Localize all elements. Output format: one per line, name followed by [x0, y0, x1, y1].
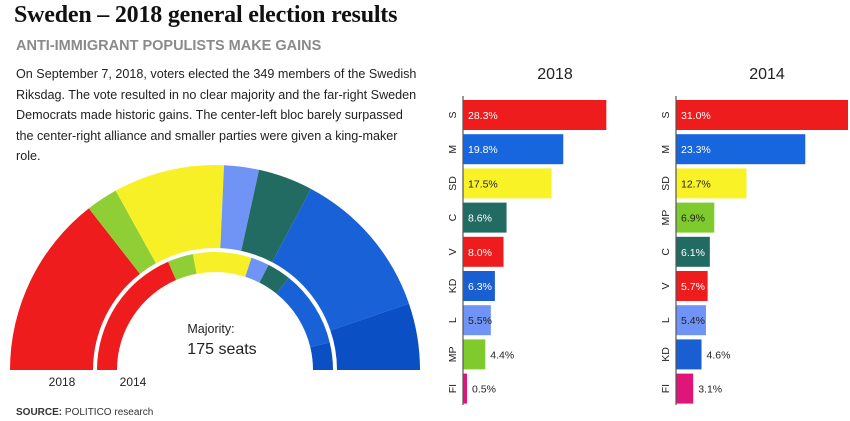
value-label-2018-v: 8.0%: [468, 247, 492, 259]
bar-2014-sd: [676, 168, 747, 199]
value-label-2018-fi: 0.5%: [472, 384, 496, 396]
bar-2018-fi: [463, 373, 467, 404]
category-label-2018-fi: FI: [447, 384, 459, 393]
value-label-2014-mp: 6.9%: [681, 213, 705, 225]
bar-2018-m: [463, 134, 564, 165]
value-label-2014-sd: 12.7%: [681, 178, 711, 190]
bar-2014-mp: [676, 202, 715, 233]
category-label-2014-sd: SD: [660, 176, 672, 191]
outer-ring-segment-s: [10, 208, 140, 370]
value-label-2018-l: 5.5%: [468, 315, 492, 327]
value-label-2018-s: 28.3%: [468, 110, 498, 122]
bar-2014-v: [676, 271, 708, 301]
value-label-2014-l: 5.4%: [681, 315, 705, 327]
category-label-2018-mp: MP: [447, 347, 459, 363]
category-label-2014-v: V: [660, 282, 672, 289]
bar-2014-fi: [676, 373, 694, 404]
bar-2014-s: [676, 100, 848, 130]
inner-ring-segment-sd: [192, 252, 252, 277]
category-label-2018-m: M: [447, 145, 459, 154]
inner-ring-2014: [97, 252, 333, 370]
source-text: POLITICO research: [64, 407, 154, 418]
parliament-hemicycle: Majority: 175 seats 2018 2014: [10, 165, 420, 389]
bar-2018-sd: [463, 168, 552, 199]
panel-title-2014: 2014: [749, 66, 785, 83]
bar-2018-l: [463, 305, 491, 336]
bar-2018-c: [463, 202, 507, 233]
inner-ring-segment-c: [259, 264, 289, 294]
bar-2018-kd: [463, 271, 495, 301]
value-label-2014-c: 6.1%: [681, 247, 705, 259]
value-label-2018-kd: 6.3%: [468, 281, 492, 293]
category-label-2018-l: L: [447, 317, 459, 323]
value-label-2014-kd: 4.6%: [707, 349, 731, 361]
category-label-2014-mp: MP: [660, 210, 672, 226]
value-label-2014-s: 31.0%: [681, 110, 711, 122]
majority-label: Majority:: [187, 322, 234, 336]
inner-ring-segment-m: [276, 277, 330, 348]
outer-ring-segment-m: [272, 188, 409, 331]
outer-ring-segment-c: [241, 169, 311, 263]
category-label-2014-m: M: [660, 145, 672, 154]
outer-ring-segment-v: [88, 190, 156, 274]
bar-2018-s: [463, 100, 607, 130]
category-label-2014-l: L: [660, 317, 672, 323]
bar-2018-mp: [463, 339, 486, 370]
inner-ring-segment-l: [245, 257, 269, 283]
inner-ring-label: 2014: [120, 375, 147, 389]
outer-ring-segment-kd: [330, 303, 420, 370]
category-label-2018-c: C: [447, 213, 459, 221]
outer-ring-2018: [10, 165, 420, 370]
majority-value: 175 seats: [187, 341, 256, 358]
source-label: SOURCE:: [16, 407, 63, 418]
bar-2014-m: [676, 134, 806, 165]
value-label-2018-m: 19.8%: [468, 144, 498, 156]
value-label-2014-v: 5.7%: [681, 281, 705, 293]
value-label-2018-c: 8.6%: [468, 213, 492, 225]
outer-ring-segment-l: [220, 165, 260, 251]
category-label-2018-kd: KD: [447, 278, 459, 293]
outer-ring-label: 2018: [49, 375, 76, 389]
category-label-2018-sd: SD: [447, 176, 459, 191]
inner-ring-segment-s: [97, 261, 177, 370]
bar-2014-l: [676, 305, 706, 336]
page-title: Sweden – 2018 general election results: [14, 2, 398, 28]
inner-ring-segment-kd: [310, 342, 333, 370]
value-label-2018-mp: 4.4%: [490, 349, 514, 361]
source-note: SOURCE: POLITICO research: [16, 407, 153, 418]
value-label-2018-sd: 17.5%: [468, 178, 498, 190]
page-subtitle: ANTI-IMMIGRANT POPULISTS MAKE GAINS: [16, 38, 322, 54]
category-label-2014-c: C: [660, 248, 672, 256]
value-label-2014-m: 23.3%: [681, 144, 711, 156]
description-text: On September 7, 2018, voters elected the…: [16, 67, 417, 163]
outer-ring-segment-sd: [115, 165, 225, 264]
bar-2014-kd: [676, 339, 702, 370]
category-label-2014-kd: KD: [660, 347, 672, 362]
value-label-2014-fi: 3.1%: [698, 384, 722, 396]
bar-2018-v: [463, 236, 504, 267]
category-label-2014-s: S: [660, 111, 672, 118]
category-label-2018-s: S: [447, 111, 459, 118]
bar-2014-c: [676, 236, 710, 267]
inner-ring-segment-mp: [168, 254, 197, 281]
category-label-2014-fi: FI: [660, 384, 672, 393]
category-label-2018-v: V: [447, 248, 459, 255]
panel-title-2018: 2018: [537, 66, 573, 83]
